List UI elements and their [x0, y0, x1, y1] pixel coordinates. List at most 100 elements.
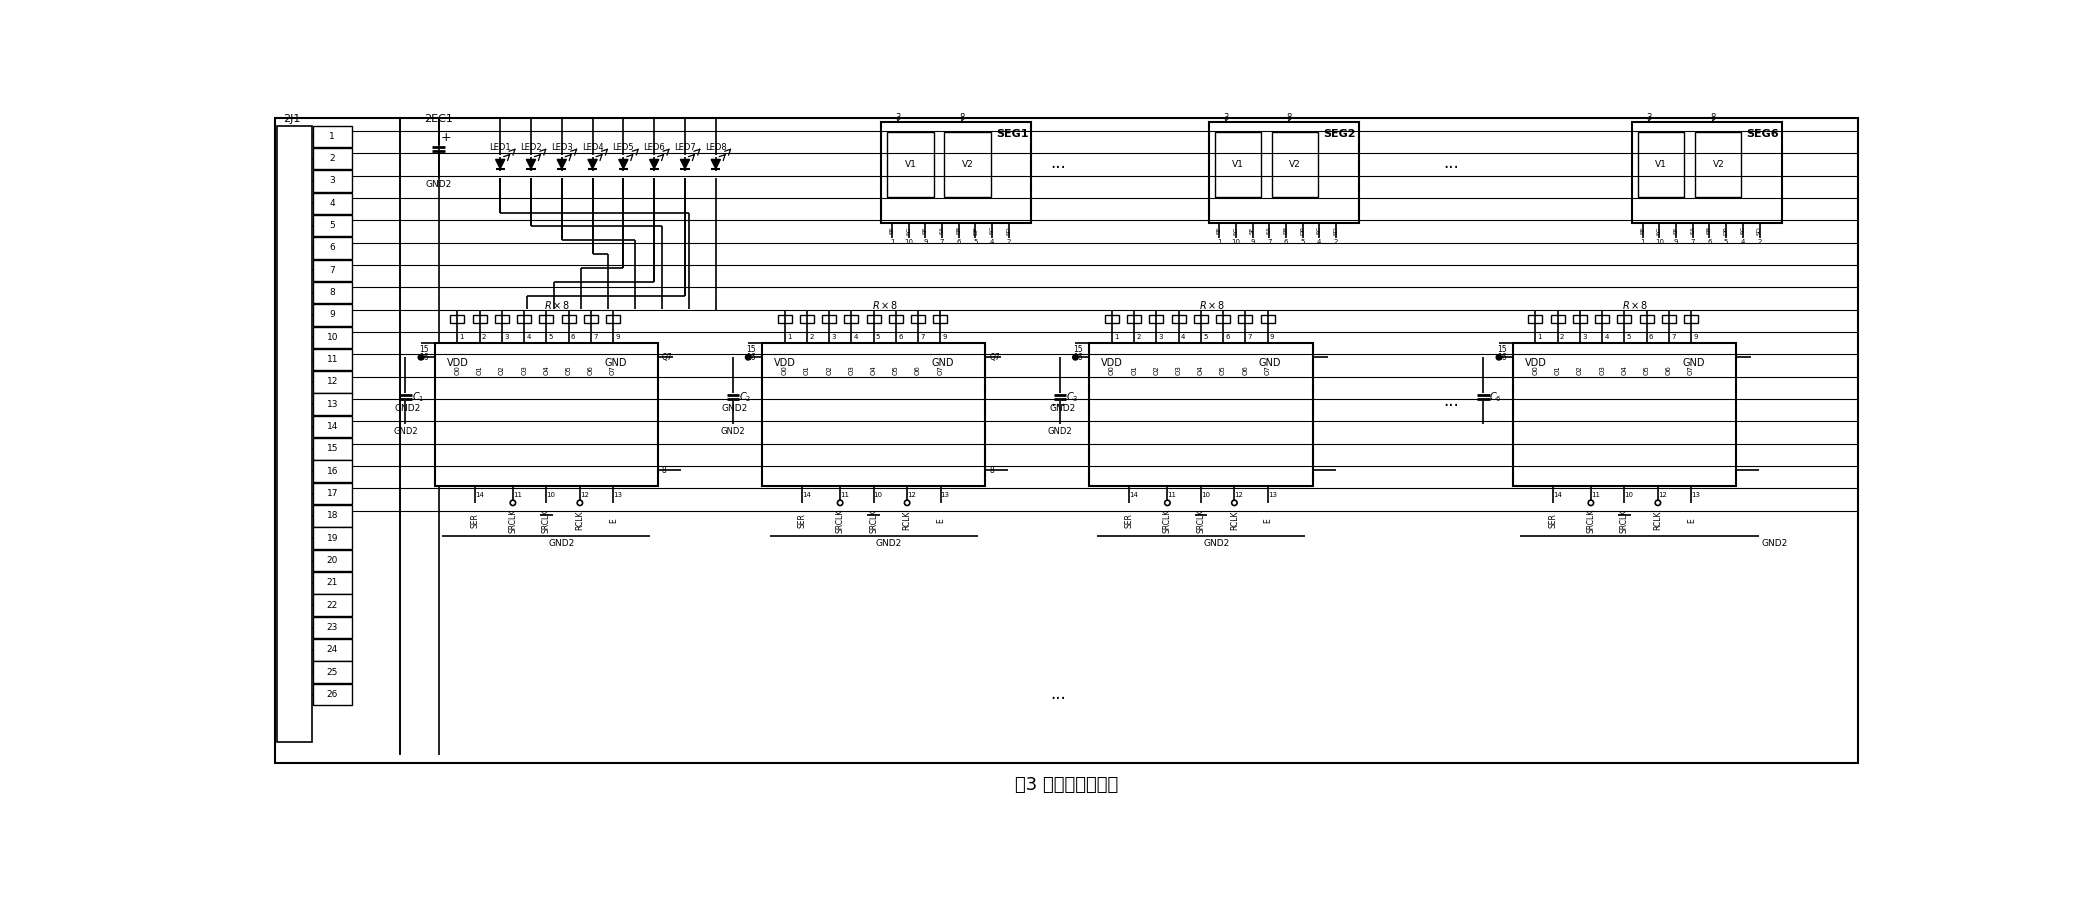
Text: 5: 5 [1301, 239, 1305, 245]
Text: 23: 23 [327, 623, 337, 632]
Text: 10: 10 [1201, 492, 1209, 498]
Bar [1663, 315, 1675, 323]
Text: 10: 10 [1625, 492, 1634, 498]
Text: O1: O1 [477, 366, 483, 376]
Text: 10: 10 [874, 492, 882, 498]
Text: 6: 6 [899, 334, 903, 339]
Bar [1105, 315, 1120, 323]
Bar [312, 505, 352, 527]
Text: 9: 9 [329, 310, 335, 319]
Text: O4: O4 [870, 366, 876, 376]
Bar [312, 394, 352, 415]
Text: 16: 16 [418, 353, 429, 362]
Text: 6: 6 [1706, 239, 1713, 245]
Text: SD: SD [1007, 226, 1011, 234]
Text: 9: 9 [1694, 334, 1698, 339]
Text: 7: 7 [329, 266, 335, 275]
Text: SA: SA [939, 226, 945, 234]
Bar [1209, 122, 1359, 223]
Text: 2: 2 [329, 154, 335, 163]
Text: SEG2: SEG2 [1324, 129, 1355, 139]
Text: 11: 11 [841, 492, 849, 498]
Bar [778, 315, 791, 323]
Bar [1632, 122, 1781, 223]
Text: 4: 4 [526, 334, 531, 339]
Text: 24: 24 [327, 645, 337, 654]
Text: SG: SG [905, 226, 911, 234]
Text: $R\times8$: $R\times8$ [872, 299, 897, 311]
Text: 7: 7 [1690, 239, 1696, 245]
Bar [945, 132, 991, 197]
Text: 13: 13 [1692, 492, 1700, 498]
Text: 10: 10 [1654, 239, 1665, 245]
Text: 9: 9 [943, 334, 947, 339]
Text: 14: 14 [1130, 492, 1138, 498]
Circle shape [1496, 355, 1502, 360]
Polygon shape [712, 159, 720, 168]
Text: RCLK: RCLK [574, 510, 585, 530]
Circle shape [1232, 500, 1236, 506]
Text: 2: 2 [1561, 334, 1565, 339]
Text: 9: 9 [924, 239, 928, 245]
Bar [312, 170, 352, 192]
Bar [312, 550, 352, 571]
Text: DP: DP [1723, 226, 1729, 234]
Text: 3: 3 [1646, 113, 1652, 122]
Text: E: E [1263, 519, 1271, 523]
Text: 7: 7 [941, 239, 945, 245]
Text: V2: V2 [1288, 159, 1301, 168]
Text: RCLK: RCLK [1654, 510, 1663, 530]
Bar [312, 304, 352, 326]
Text: 7: 7 [920, 334, 924, 339]
Bar [312, 415, 352, 437]
Text: 4: 4 [1604, 334, 1609, 339]
Text: O5: O5 [1644, 366, 1650, 376]
Text: SA: SA [1690, 226, 1696, 234]
Text: 2: 2 [1756, 239, 1763, 245]
Text: $C_3$: $C_3$ [1065, 390, 1078, 405]
Bar [1238, 315, 1253, 323]
Text: 12: 12 [1234, 492, 1242, 498]
Text: SD: SD [1334, 226, 1338, 234]
Bar [845, 315, 857, 323]
Text: DP: DP [974, 226, 978, 234]
Bar [312, 237, 352, 259]
Bar [312, 662, 352, 683]
Bar [1596, 315, 1609, 323]
Bar [889, 315, 903, 323]
Bar [1527, 315, 1542, 323]
Polygon shape [558, 159, 566, 168]
Text: $C_1$: $C_1$ [412, 390, 425, 405]
Bar [1271, 132, 1317, 197]
Bar [312, 193, 352, 214]
Circle shape [510, 500, 516, 506]
Text: E: E [610, 519, 618, 523]
Bar [312, 461, 352, 482]
Text: 2: 2 [810, 334, 814, 339]
Text: O2: O2 [499, 366, 506, 376]
Text: GND2: GND2 [876, 539, 903, 548]
Text: 17: 17 [327, 489, 337, 498]
Bar [1215, 132, 1261, 197]
Text: 6: 6 [1226, 334, 1230, 339]
Text: SC: SC [1317, 226, 1321, 234]
Text: GND2: GND2 [1761, 539, 1788, 548]
Text: 7: 7 [1671, 334, 1675, 339]
Bar [866, 315, 880, 323]
Text: 25: 25 [327, 668, 337, 677]
Text: 5: 5 [974, 239, 978, 245]
Circle shape [1654, 500, 1661, 506]
Text: 3: 3 [504, 334, 508, 339]
Text: LED2: LED2 [520, 143, 541, 152]
Text: 2: 2 [1334, 239, 1338, 245]
Text: 6: 6 [570, 334, 576, 339]
Bar [312, 572, 352, 594]
Polygon shape [680, 159, 689, 168]
Text: SE: SE [1640, 226, 1646, 234]
Text: VDD: VDD [447, 357, 468, 367]
Text: 10: 10 [547, 492, 556, 498]
Text: O7: O7 [936, 366, 943, 376]
Text: 10: 10 [1232, 239, 1240, 245]
Text: O5: O5 [1219, 366, 1226, 376]
Text: O4: O4 [543, 366, 549, 376]
